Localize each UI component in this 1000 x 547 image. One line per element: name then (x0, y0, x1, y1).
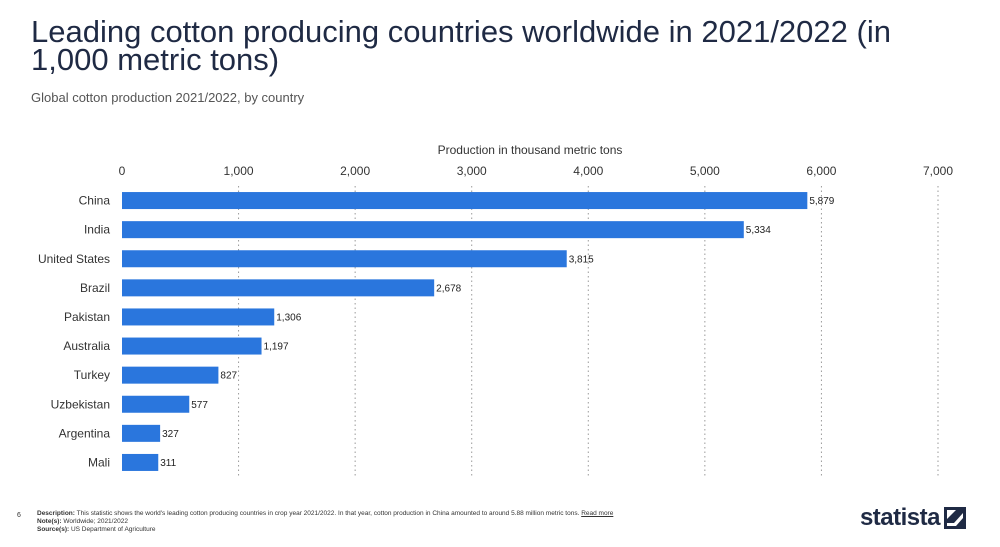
category-label: Uzbekistan (51, 397, 110, 411)
bar (122, 250, 567, 268)
x-tick-label: 6,000 (806, 164, 836, 178)
value-labels: 5,879 5,334 3,815 2,678 1,306 1,197 827 577 327 3… (160, 196, 835, 469)
bar (122, 308, 275, 326)
bar (122, 366, 219, 384)
description-line: Description: This statistic shows the wo… (37, 510, 677, 518)
x-tick-label: 3,000 (457, 164, 487, 178)
value-label: 827 (220, 371, 237, 382)
bar (122, 192, 808, 210)
category-label: Turkey (74, 368, 110, 382)
x-tick-label: 4,000 (573, 164, 603, 178)
notes-line: Note(s): Worldwide; 2021/2022 (37, 518, 677, 526)
statista-logo[interactable]: statista (860, 504, 966, 532)
x-tick-labels: 0 1,000 2,000 3,000 4,000 5,000 6,000 7,000 (119, 164, 954, 178)
bar (122, 395, 190, 413)
category-label: Pakistan (64, 310, 110, 324)
chart-footer: Description: This statistic shows the wo… (37, 510, 677, 534)
value-label: 3,815 (569, 254, 594, 265)
value-label: 5,334 (746, 225, 771, 236)
bars (122, 192, 808, 471)
bar-chart: Production in thousand metric tons 0 1,00… (38, 143, 954, 477)
category-label: India (84, 223, 110, 237)
value-label: 311 (160, 458, 176, 469)
bar (122, 221, 744, 239)
chart-subtitle: Global cotton production 2021/2022, by c… (31, 90, 305, 105)
notes-label: Note(s): (37, 518, 62, 525)
x-tick-label: 2,000 (340, 164, 370, 178)
x-axis-title: Production in thousand metric tons (438, 143, 623, 157)
category-labels: China India United States Brazil Pakistan Aus… (38, 194, 110, 470)
value-label: 2,678 (436, 283, 461, 294)
logo-text: statista (859, 504, 941, 531)
bar (122, 424, 161, 442)
x-tick-label: 1,000 (224, 164, 254, 178)
category-label: Mali (88, 455, 110, 469)
category-label: Brazil (80, 281, 110, 295)
value-label: 1,197 (264, 342, 289, 353)
bar (122, 453, 159, 471)
description-label: Description: (37, 510, 75, 517)
page-number: 6 (17, 512, 21, 519)
category-label: Australia (63, 339, 110, 353)
value-label: 1,306 (276, 312, 301, 323)
x-tick-label: 0 (119, 164, 126, 178)
grid-lines (238, 186, 939, 477)
value-label: 327 (162, 429, 179, 440)
read-more-link[interactable]: Read more (581, 510, 614, 517)
notes-text: Worldwide; 2021/2022 (63, 518, 128, 525)
category-label: United States (38, 252, 110, 266)
sources-label: Source(s): (37, 526, 70, 533)
chart-title: Leading cotton producing countries world… (31, 14, 891, 77)
x-tick-label: 7,000 (923, 164, 953, 178)
statista-logo-icon (944, 507, 966, 529)
value-label: 5,879 (809, 196, 834, 207)
category-label: China (79, 194, 111, 208)
category-label: Argentina (59, 426, 111, 440)
bar (122, 279, 435, 297)
x-tick-label: 5,000 (690, 164, 720, 178)
description-text: This statistic shows the world's leading… (76, 510, 580, 517)
bar (122, 337, 262, 355)
sources-line: Source(s): US Department of Agriculture (37, 526, 677, 534)
value-label: 577 (191, 400, 208, 411)
sources-text: US Department of Agriculture (70, 526, 156, 533)
